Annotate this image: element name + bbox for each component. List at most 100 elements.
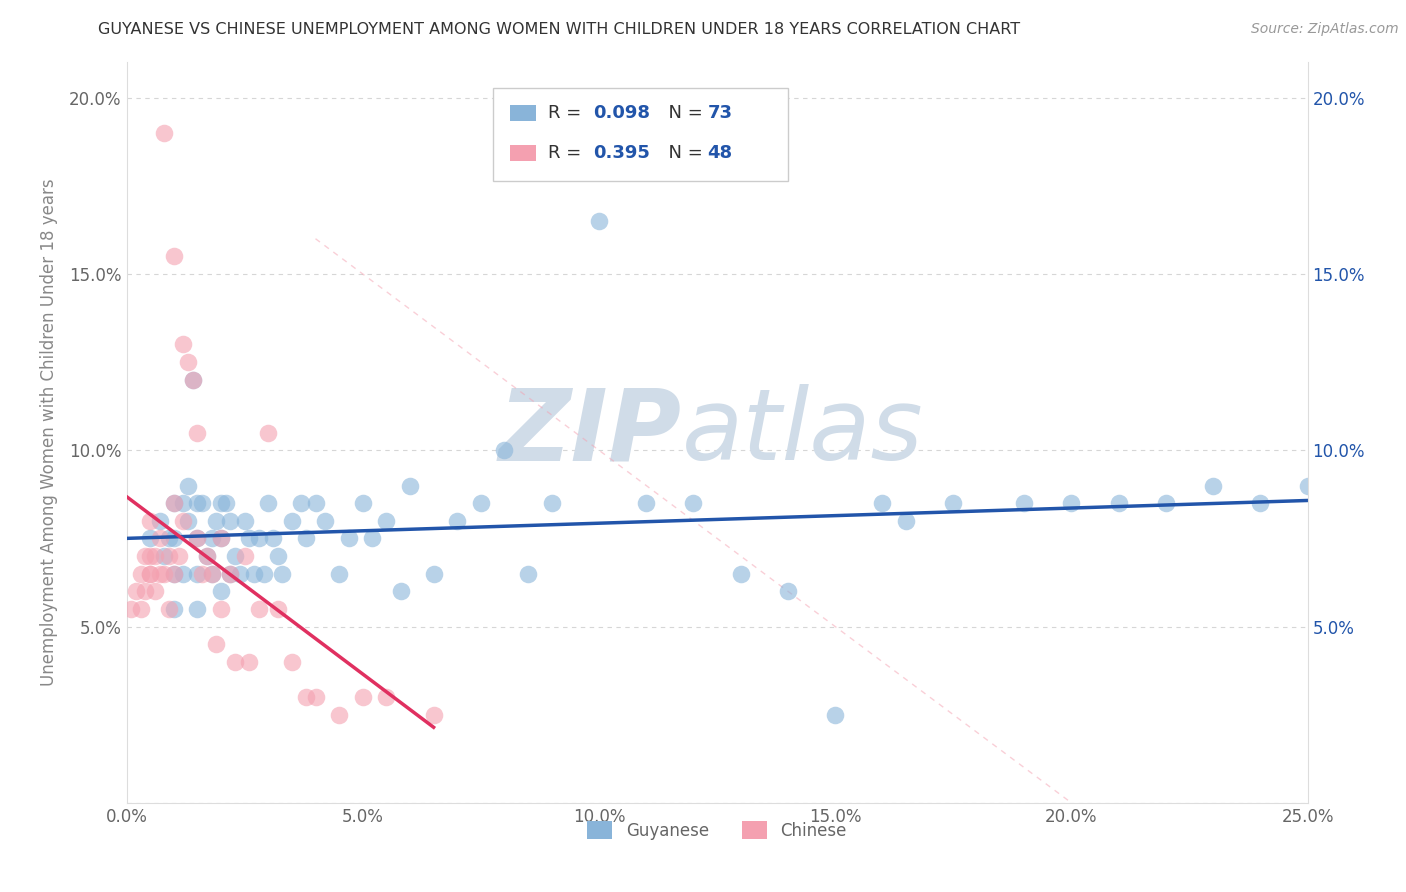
Point [177, 478, 200, 492]
Point [163, 496, 186, 510]
FancyBboxPatch shape [510, 145, 536, 161]
Point [186, 425, 208, 440]
Point [153, 566, 176, 581]
Point [517, 566, 540, 581]
Text: GUYANESE VS CHINESE UNEMPLOYMENT AMONG WOMEN WITH CHILDREN UNDER 18 YEARS CORREL: GUYANESE VS CHINESE UNEMPLOYMENT AMONG W… [98, 22, 1021, 37]
Point [172, 337, 194, 351]
Text: Source: ZipAtlas.com: Source: ZipAtlas.com [1251, 22, 1399, 37]
Point [1202, 478, 1225, 492]
Point [337, 532, 360, 546]
Point [205, 637, 228, 651]
Point [215, 496, 238, 510]
Point [1296, 478, 1319, 492]
Point [181, 373, 204, 387]
Point [172, 566, 194, 581]
Point [195, 549, 218, 563]
Point [120, 602, 142, 616]
Point [872, 496, 894, 510]
Point [134, 584, 156, 599]
Point [238, 532, 260, 546]
Point [257, 425, 280, 440]
Point [281, 514, 304, 528]
Point [139, 549, 162, 563]
Point [295, 532, 318, 546]
Point [776, 584, 799, 599]
Point [219, 514, 242, 528]
Point [262, 532, 284, 546]
Point [271, 566, 294, 581]
Point [186, 532, 208, 546]
Point [352, 690, 374, 704]
Point [238, 655, 260, 669]
Point [125, 584, 148, 599]
Point [186, 496, 208, 510]
Point [224, 655, 246, 669]
Point [361, 532, 384, 546]
Point [139, 566, 162, 581]
Point [1249, 496, 1271, 510]
Point [446, 514, 468, 528]
Point [314, 514, 336, 528]
Point [209, 496, 232, 510]
Point [636, 496, 658, 510]
Point [470, 496, 492, 510]
Text: N =: N = [657, 103, 709, 122]
Point [134, 549, 156, 563]
Point [149, 514, 172, 528]
Point [167, 549, 190, 563]
Point [229, 566, 252, 581]
Point [191, 496, 214, 510]
Point [129, 602, 152, 616]
Point [219, 566, 242, 581]
Text: ZIP: ZIP [499, 384, 682, 481]
Point [186, 566, 208, 581]
Point [153, 549, 176, 563]
Point [172, 496, 194, 510]
Point [304, 690, 326, 704]
Y-axis label: Unemployment Among Women with Children Under 18 years: Unemployment Among Women with Children U… [39, 178, 58, 687]
Point [352, 496, 374, 510]
Point [209, 532, 232, 546]
Point [200, 566, 222, 581]
Point [304, 496, 326, 510]
Point [200, 532, 222, 546]
Point [186, 602, 208, 616]
Text: N =: N = [657, 144, 709, 161]
Point [1012, 496, 1035, 510]
Point [153, 126, 176, 140]
Point [139, 514, 162, 528]
Point [129, 566, 152, 581]
Point [163, 249, 186, 263]
Point [375, 514, 398, 528]
Point [209, 602, 232, 616]
Point [247, 602, 270, 616]
Point [219, 566, 242, 581]
Point [257, 496, 280, 510]
Text: 0.395: 0.395 [593, 144, 650, 161]
Point [163, 602, 186, 616]
Point [163, 566, 186, 581]
Point [375, 690, 398, 704]
Point [157, 549, 180, 563]
Point [157, 602, 180, 616]
Point [177, 514, 200, 528]
Point [143, 549, 166, 563]
Point [1108, 496, 1130, 510]
Point [205, 514, 228, 528]
Point [224, 549, 246, 563]
Point [588, 214, 610, 228]
Point [540, 496, 562, 510]
Point [267, 602, 290, 616]
Point [494, 443, 516, 458]
Point [157, 532, 180, 546]
Text: 48: 48 [707, 144, 733, 161]
Point [177, 355, 200, 369]
Point [233, 549, 256, 563]
Point [281, 655, 304, 669]
Point [422, 566, 444, 581]
Point [209, 584, 232, 599]
Point [139, 532, 162, 546]
Point [682, 496, 704, 510]
Point [149, 566, 172, 581]
Point [195, 549, 218, 563]
